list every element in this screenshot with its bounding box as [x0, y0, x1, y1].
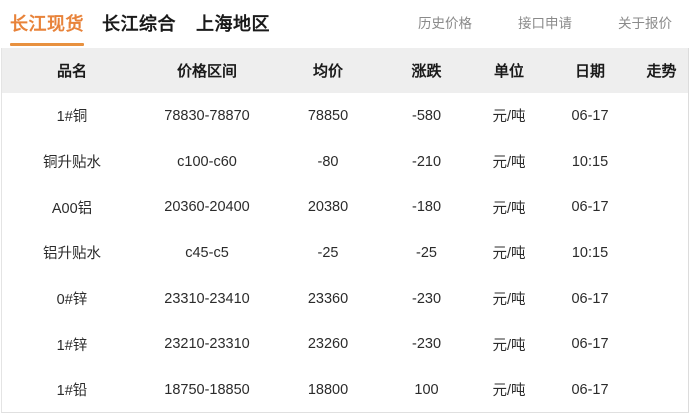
panel-header: 长江现货 长江综合 上海地区 历史价格 接口申请 关于报价 [0, 0, 690, 48]
cell-date: 06-17 [549, 275, 631, 322]
table-row[interactable]: 1#锌 23210-23310 23260 -230 元/吨 06-17 [2, 321, 688, 368]
cell-change: -230 [384, 275, 469, 322]
cell-change: -210 [384, 138, 469, 185]
cell-price-range: 78830-78870 [142, 93, 272, 139]
cell-change: -230 [384, 321, 469, 368]
cell-unit: 元/吨 [469, 367, 549, 412]
cell-unit: 元/吨 [469, 93, 549, 139]
cell-unit: 元/吨 [469, 230, 549, 276]
table-row[interactable]: 1#铜 78830-78870 78850 -580 元/吨 06-17 [2, 93, 688, 139]
cell-price-range: c100-c60 [142, 138, 272, 185]
brand-tab-shanghai-region[interactable]: 上海地区 [196, 0, 270, 48]
cell-average-price: 18800 [272, 367, 384, 412]
price-table-body: 1#铜 78830-78870 78850 -580 元/吨 06-17 铜升贴… [2, 93, 688, 412]
brand-tab-label: 长江综合 [102, 14, 176, 34]
column-header-date: 日期 [574, 63, 605, 80]
table-header-row: 品名 价格区间 均价 涨跌 单位 日期 走势 [2, 48, 688, 93]
cell-date: 06-17 [549, 93, 631, 139]
brand-tab-label: 上海地区 [196, 14, 270, 34]
cell-average-price: -80 [272, 138, 384, 185]
cell-product-name: A00铝 [2, 184, 142, 231]
cell-unit: 元/吨 [469, 321, 549, 368]
brand-tab-label: 长江现货 [10, 14, 84, 34]
table-row[interactable]: 1#铅 18750-18850 18800 100 元/吨 06-17 [2, 367, 688, 412]
header-nav-group: 历史价格 接口申请 关于报价 [418, 0, 690, 48]
brand-tab-changjiang-spot[interactable]: 长江现货 [10, 0, 84, 48]
cell-trend[interactable] [631, 93, 688, 139]
cell-trend[interactable] [631, 275, 688, 322]
cell-trend[interactable] [631, 321, 688, 368]
cell-average-price: 23360 [272, 275, 384, 322]
cell-change: -580 [384, 93, 469, 139]
cell-price-range: 18750-18850 [142, 367, 272, 412]
cell-product-name: 1#铜 [2, 93, 142, 139]
table-row[interactable]: 铜升贴水 c100-c60 -80 -210 元/吨 10:15 [2, 138, 688, 185]
price-table-container: 品名 价格区间 均价 涨跌 单位 日期 走势 1#铜 78830-78870 7… [1, 48, 689, 413]
nav-item-history-price[interactable]: 历史价格 [418, 16, 472, 31]
cell-trend[interactable] [631, 230, 688, 276]
brand-tab-changjiang-composite[interactable]: 长江综合 [102, 0, 176, 48]
cell-unit: 元/吨 [469, 184, 549, 231]
cell-trend[interactable] [631, 138, 688, 185]
column-header-average-price: 均价 [312, 63, 343, 80]
cell-product-name: 1#锌 [2, 321, 142, 368]
cell-price-range: c45-c5 [142, 230, 272, 276]
cell-product-name: 1#铅 [2, 367, 142, 412]
cell-price-range: 20360-20400 [142, 184, 272, 231]
cell-average-price: 23260 [272, 321, 384, 368]
cell-date: 06-17 [549, 184, 631, 231]
column-header-product-name: 品名 [56, 63, 87, 80]
cell-price-range: 23310-23410 [142, 275, 272, 322]
cell-change: -180 [384, 184, 469, 231]
cell-product-name: 0#锌 [2, 275, 142, 322]
cell-change: -25 [384, 230, 469, 276]
nav-item-api-request[interactable]: 接口申请 [518, 16, 572, 31]
column-header-unit: 单位 [493, 63, 524, 80]
cell-change: 100 [384, 367, 469, 412]
column-header-trend: 走势 [646, 63, 677, 80]
cell-date: 10:15 [549, 138, 631, 185]
cell-unit: 元/吨 [469, 275, 549, 322]
cell-unit: 元/吨 [469, 138, 549, 185]
cell-product-name: 铜升贴水 [2, 138, 142, 185]
cell-date: 06-17 [549, 367, 631, 412]
price-table-head: 品名 价格区间 均价 涨跌 单位 日期 走势 [2, 48, 688, 93]
cell-average-price: 78850 [272, 93, 384, 139]
cell-trend[interactable] [631, 367, 688, 412]
column-header-change: 涨跌 [411, 63, 442, 80]
cell-average-price: -25 [272, 230, 384, 276]
active-tab-underline [10, 43, 84, 46]
column-header-price-range: 价格区间 [176, 63, 237, 80]
price-table: 品名 价格区间 均价 涨跌 单位 日期 走势 1#铜 78830-78870 7… [2, 48, 688, 412]
cell-average-price: 20380 [272, 184, 384, 231]
table-row[interactable]: 0#锌 23310-23410 23360 -230 元/吨 06-17 [2, 275, 688, 322]
cell-date: 10:15 [549, 230, 631, 276]
cell-date: 06-17 [549, 321, 631, 368]
cell-price-range: 23210-23310 [142, 321, 272, 368]
cell-trend[interactable] [631, 184, 688, 231]
cell-product-name: 铝升贴水 [2, 230, 142, 276]
table-row[interactable]: 铝升贴水 c45-c5 -25 -25 元/吨 10:15 [2, 230, 688, 276]
nav-item-about-quote[interactable]: 关于报价 [618, 16, 672, 31]
brand-tab-group: 长江现货 长江综合 上海地区 [0, 0, 270, 48]
table-row[interactable]: A00铝 20360-20400 20380 -180 元/吨 06-17 [2, 184, 688, 231]
